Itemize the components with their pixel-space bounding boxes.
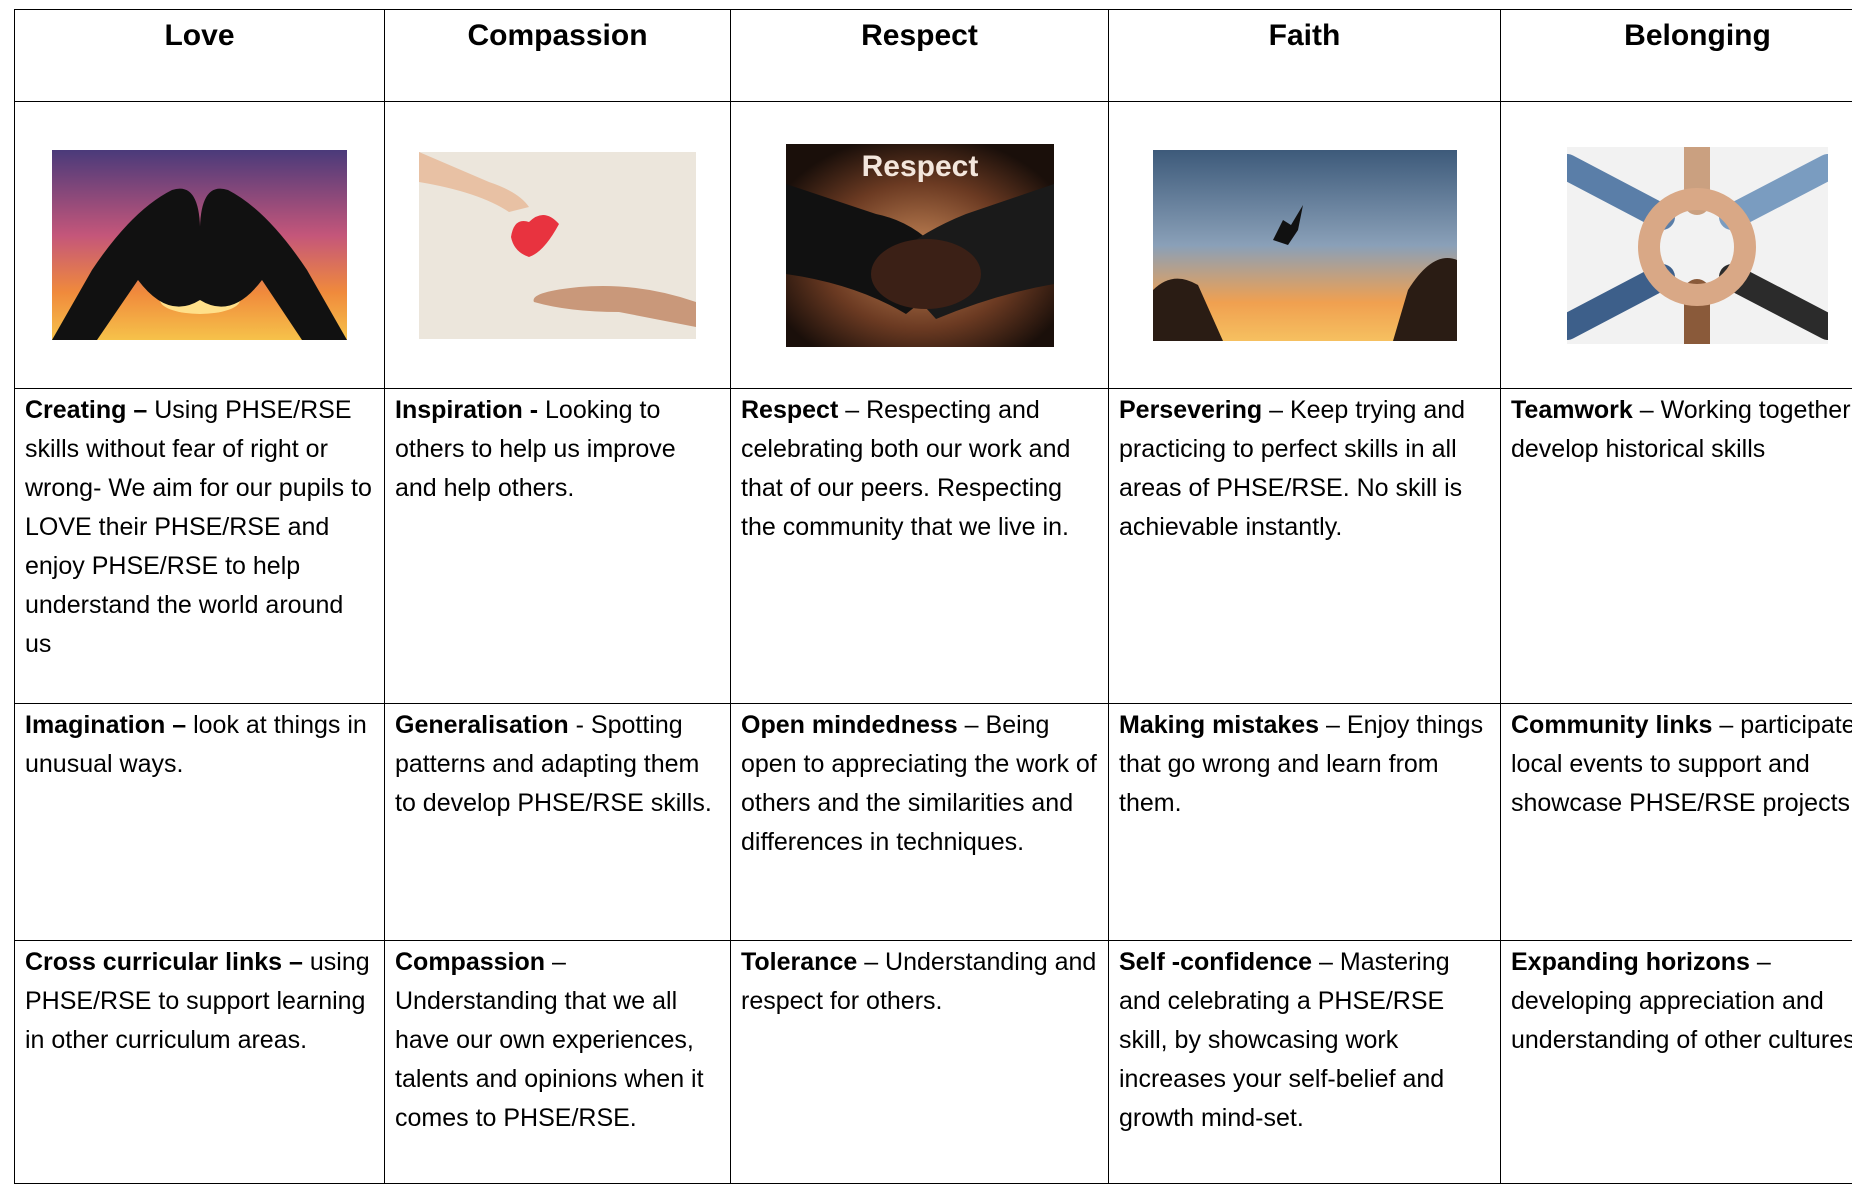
value-cell: Self -confidence – Mastering and celebra… bbox=[1109, 941, 1501, 1184]
value-cell: Teamwork – Working together to develop h… bbox=[1501, 389, 1852, 704]
value-term: Expanding horizons bbox=[1511, 948, 1750, 976]
compassion-image bbox=[419, 152, 696, 339]
column-header: Compassion bbox=[385, 10, 731, 102]
value-term: Making mistakes bbox=[1119, 711, 1319, 739]
value-description: Using PHSE/RSE skills without fear of ri… bbox=[25, 396, 372, 658]
column-header: Love bbox=[15, 10, 385, 102]
value-cell: Cross curricular links – using PHSE/RSE … bbox=[15, 941, 385, 1184]
value-term: Teamwork bbox=[1511, 396, 1633, 424]
image-cell: Respect bbox=[731, 102, 1109, 389]
respect-image: Respect bbox=[786, 144, 1054, 347]
image-caption: Respect bbox=[861, 150, 978, 183]
image-cell bbox=[1501, 102, 1852, 389]
value-cell: Inspiration - Looking to others to help … bbox=[385, 389, 731, 704]
image-cell bbox=[15, 102, 385, 389]
value-term: Respect bbox=[741, 396, 838, 424]
value-cell: Expanding horizons – developing apprecia… bbox=[1501, 941, 1852, 1184]
love-image bbox=[52, 150, 347, 340]
value-cell: Persevering – Keep trying and practicing… bbox=[1109, 389, 1501, 704]
value-row: Cross curricular links – using PHSE/RSE … bbox=[15, 941, 1852, 1184]
column-header: Belonging bbox=[1501, 10, 1852, 102]
value-term: Tolerance bbox=[741, 948, 857, 976]
value-cell: Making mistakes – Enjoy things that go w… bbox=[1109, 704, 1501, 941]
value-cell: Open mindedness – Being open to apprecia… bbox=[731, 704, 1109, 941]
value-term: Community links bbox=[1511, 711, 1712, 739]
image-cell bbox=[1109, 102, 1501, 389]
image-row: Respect bbox=[15, 102, 1852, 389]
value-row: Imagination – look at things in unusual … bbox=[15, 704, 1852, 941]
belonging-image bbox=[1567, 147, 1828, 344]
value-cell: Compassion – Understanding that we all h… bbox=[385, 941, 731, 1184]
value-term: Persevering bbox=[1119, 396, 1262, 424]
value-term: Creating – bbox=[25, 396, 147, 424]
value-cell: Generalisation - Spotting patterns and a… bbox=[385, 704, 731, 941]
value-term: Compassion bbox=[395, 948, 545, 976]
value-cell: Community links – participate in local e… bbox=[1501, 704, 1852, 941]
value-cell: Respect – Respecting and celebrating bot… bbox=[731, 389, 1109, 704]
value-cell: Tolerance – Understanding and respect fo… bbox=[731, 941, 1109, 1184]
value-term: Cross curricular links – bbox=[25, 948, 303, 976]
value-term: Open mindedness bbox=[741, 711, 958, 739]
value-term: Imagination – bbox=[25, 711, 186, 739]
image-cell bbox=[385, 102, 731, 389]
value-cell: Imagination – look at things in unusual … bbox=[15, 704, 385, 941]
value-term: Inspiration - bbox=[395, 396, 538, 424]
value-row: Creating – Using PHSE/RSE skills without… bbox=[15, 389, 1852, 704]
value-cell: Creating – Using PHSE/RSE skills without… bbox=[15, 389, 385, 704]
column-header: Respect bbox=[731, 10, 1109, 102]
value-term: Self -confidence bbox=[1119, 948, 1312, 976]
value-term: Generalisation bbox=[395, 711, 569, 739]
column-header: Faith bbox=[1109, 10, 1501, 102]
faith-image bbox=[1153, 150, 1457, 341]
